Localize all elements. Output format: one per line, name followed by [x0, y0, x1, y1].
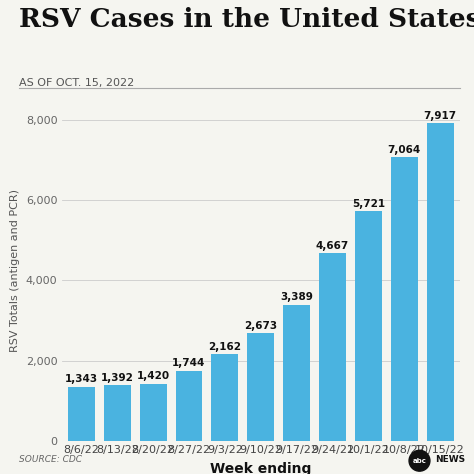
Bar [140, 384, 166, 441]
Text: 1,343: 1,343 [65, 374, 98, 384]
Text: 1,420: 1,420 [137, 372, 170, 382]
Text: 5,721: 5,721 [352, 199, 385, 209]
Text: RSV Cases in the United States: RSV Cases in the United States [19, 7, 474, 32]
Bar [391, 157, 418, 441]
Bar [319, 254, 346, 441]
Text: 2,162: 2,162 [209, 342, 241, 352]
Text: 1,744: 1,744 [172, 358, 206, 368]
Text: 4,667: 4,667 [316, 241, 349, 251]
Bar [68, 387, 95, 441]
Text: 7,917: 7,917 [423, 110, 456, 120]
Bar [104, 385, 131, 441]
Text: SOURCE: CDC: SOURCE: CDC [19, 455, 82, 464]
Y-axis label: RSV Totals (antigen and PCR): RSV Totals (antigen and PCR) [10, 189, 20, 352]
Bar [427, 123, 454, 441]
Text: 3,389: 3,389 [280, 292, 313, 302]
Bar [247, 334, 274, 441]
Bar [355, 211, 382, 441]
Bar [211, 354, 238, 441]
Text: abc: abc [412, 458, 427, 464]
Text: 7,064: 7,064 [388, 145, 421, 155]
Bar [175, 371, 202, 441]
Text: NEWS: NEWS [435, 455, 465, 464]
Text: 1,392: 1,392 [101, 373, 134, 383]
Text: AS OF OCT. 15, 2022: AS OF OCT. 15, 2022 [19, 78, 134, 88]
Text: 2,673: 2,673 [244, 321, 277, 331]
X-axis label: Week ending: Week ending [210, 462, 311, 474]
Bar [283, 305, 310, 441]
